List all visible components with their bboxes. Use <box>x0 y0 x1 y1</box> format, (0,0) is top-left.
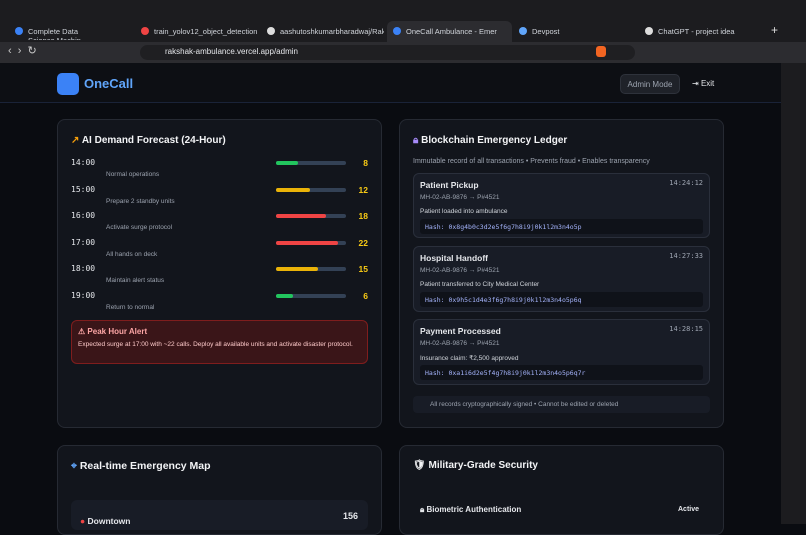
alert-title: ⚠ Peak Hour Alert <box>78 327 148 336</box>
entry-route: MH-02-AB-9876 → P#4521 <box>420 267 500 274</box>
forecast-time: 17:00 <box>71 237 96 247</box>
bar <box>276 267 318 271</box>
logo <box>57 73 79 95</box>
nav-buttons[interactable]: ‹ › ↻ <box>8 45 37 57</box>
bar <box>276 293 293 298</box>
new-tab[interactable]: + <box>771 23 779 37</box>
forecast-note: Prepare 2 standby units <box>106 197 175 205</box>
forecast-time: 18:00 <box>71 264 96 273</box>
security-card <box>399 445 724 535</box>
exit-button[interactable]: ⇥ Exit <box>692 79 715 88</box>
forecast-time: 14:00 <box>71 158 96 167</box>
tab-title: ChatGPT - project idea <box>658 27 735 36</box>
hash-box <box>420 219 703 234</box>
tab-title: OneCall Ambulance - Emer <box>406 27 497 36</box>
tab-title: Complete Data Science,Machin <box>28 27 81 40</box>
hash-box <box>420 365 703 380</box>
entry-route: MH-02-AB-9876 → P#4521 <box>420 194 500 201</box>
forecast-note: Return to normal <box>106 303 155 311</box>
tab[interactable]: train_yolov12_object_detection <box>138 22 258 40</box>
bar <box>276 161 299 165</box>
bar-track <box>276 161 346 165</box>
brave-icon[interactable] <box>596 46 606 57</box>
tab[interactable]: Devpost <box>516 22 636 40</box>
forecast-note: Activate surge protocol <box>106 224 173 231</box>
zone-count: 156 <box>342 511 358 521</box>
forecast-calls: 12 <box>358 184 368 195</box>
tab-icon <box>645 27 653 35</box>
active-tab-bg <box>387 21 512 42</box>
zone-name: Downtown <box>87 516 131 526</box>
tab-title: Devpost <box>532 27 560 36</box>
hash-box <box>420 292 703 307</box>
tab-title: train_yolov12_object_detection <box>154 27 258 36</box>
brand: OneCall <box>84 76 134 91</box>
tab-icon <box>15 27 23 35</box>
alert-box <box>71 320 368 364</box>
map-title: ⌖ Real-time Emergency Map <box>71 460 211 472</box>
entry-title: Patient Pickup <box>420 180 479 190</box>
bar-track <box>276 187 346 192</box>
entry-hash: Hash: 0x9h5c1d4e3f6g7h8i9j0k1l2m3n4o5p6q <box>425 296 582 304</box>
security-item: 🔒︎ Biometric Authentication <box>420 505 522 514</box>
tab-title: aashutoshkumarbharadwaj/Raksh <box>280 27 384 36</box>
forecast-time: 15:00 <box>71 184 96 194</box>
tab-icon <box>141 27 149 35</box>
tab[interactable]: OneCall Ambulance - Emer <box>390 22 510 40</box>
address-field[interactable] <box>140 45 635 60</box>
tab-icon <box>519 27 527 35</box>
forecast-calls: 15 <box>358 264 368 274</box>
forecast-title: ↗ AI Demand Forecast (24-Hour) <box>71 135 226 146</box>
bar-track <box>276 293 346 298</box>
entry-time: 14:28:15 <box>669 325 703 333</box>
forecast-note: Normal operations <box>106 171 160 178</box>
map-title-text: Real-time Emergency Map <box>79 460 211 472</box>
tab-icon <box>393 27 401 35</box>
tab[interactable]: Complete Data Science,Machin <box>12 22 132 40</box>
forecast-calls: 18 <box>358 211 368 221</box>
tab-icon <box>267 27 275 35</box>
entry-hash: Hash: 0xa1i6d2e5f4g7h8i9j0k1l2m3n4o5p6q7… <box>425 369 586 377</box>
security-title-text: Military-Grade Security <box>428 460 538 471</box>
entry-detail: Insurance claim: ₹2,500 approved <box>420 355 519 362</box>
ledger-title: 🔒︎ Blockchain Emergency Ledger <box>413 135 568 146</box>
url: rakshak-ambulance.vercel.app/admin <box>165 47 298 56</box>
entry-time: 14:24:12 <box>669 179 703 187</box>
security-status: Active <box>678 506 700 513</box>
forecast-time: 16:00 <box>71 211 96 220</box>
forecast-title-text: AI Demand Forecast (24-Hour) <box>81 135 226 146</box>
alert-text: Expected surge at 17:00 with ~22 calls. … <box>78 341 353 348</box>
entry-title: Hospital Handoff <box>420 253 488 263</box>
exit-label: Exit <box>700 79 715 88</box>
ledger-subtitle: Immutable record of all transactions • P… <box>413 158 650 165</box>
security-title: 🛡︎ Military-Grade Security <box>413 460 538 471</box>
zone: ● Downtown <box>80 516 131 526</box>
ledger-title-text: Blockchain Emergency Ledger <box>421 135 568 146</box>
forecast-calls: 8 <box>363 158 368 168</box>
entry-hash: Hash: 0x8g4b0c3d2e5f6g7h8i9j0k1l2m3n4o5p <box>425 223 582 231</box>
security-item-name: Biometric Authentication <box>426 505 522 514</box>
bar <box>276 214 327 218</box>
ledger-footer: All records cryptographically signed • C… <box>430 401 619 408</box>
sidebar <box>781 63 806 524</box>
tab[interactable]: ChatGPT - project idea <box>642 22 762 40</box>
forecast-note: Maintain alert status <box>106 277 165 284</box>
entry-detail: Patient transferred to City Medical Cent… <box>420 281 540 288</box>
bar <box>276 240 338 245</box>
forecast-calls: 22 <box>358 237 368 248</box>
ledger-footer-box <box>413 396 710 413</box>
alert-title-text: Peak Hour Alert <box>87 327 148 336</box>
entry-title: Payment Processed <box>420 326 501 336</box>
entry-time: 14:27:33 <box>669 252 703 260</box>
entry-route: MH-02-AB-9876 → P#4521 <box>420 340 500 347</box>
forecast-time: 19:00 <box>71 290 96 300</box>
admin-mode-button[interactable]: Admin Mode <box>620 74 680 94</box>
forecast-calls: 6 <box>363 290 368 301</box>
forecast-note: All hands on deck <box>106 250 158 258</box>
bar <box>276 187 310 192</box>
tab[interactable]: aashutoshkumarbharadwaj/Raksh <box>264 22 384 40</box>
forecast-card <box>57 119 382 428</box>
entry-detail: Patient loaded into ambulance <box>420 208 508 215</box>
